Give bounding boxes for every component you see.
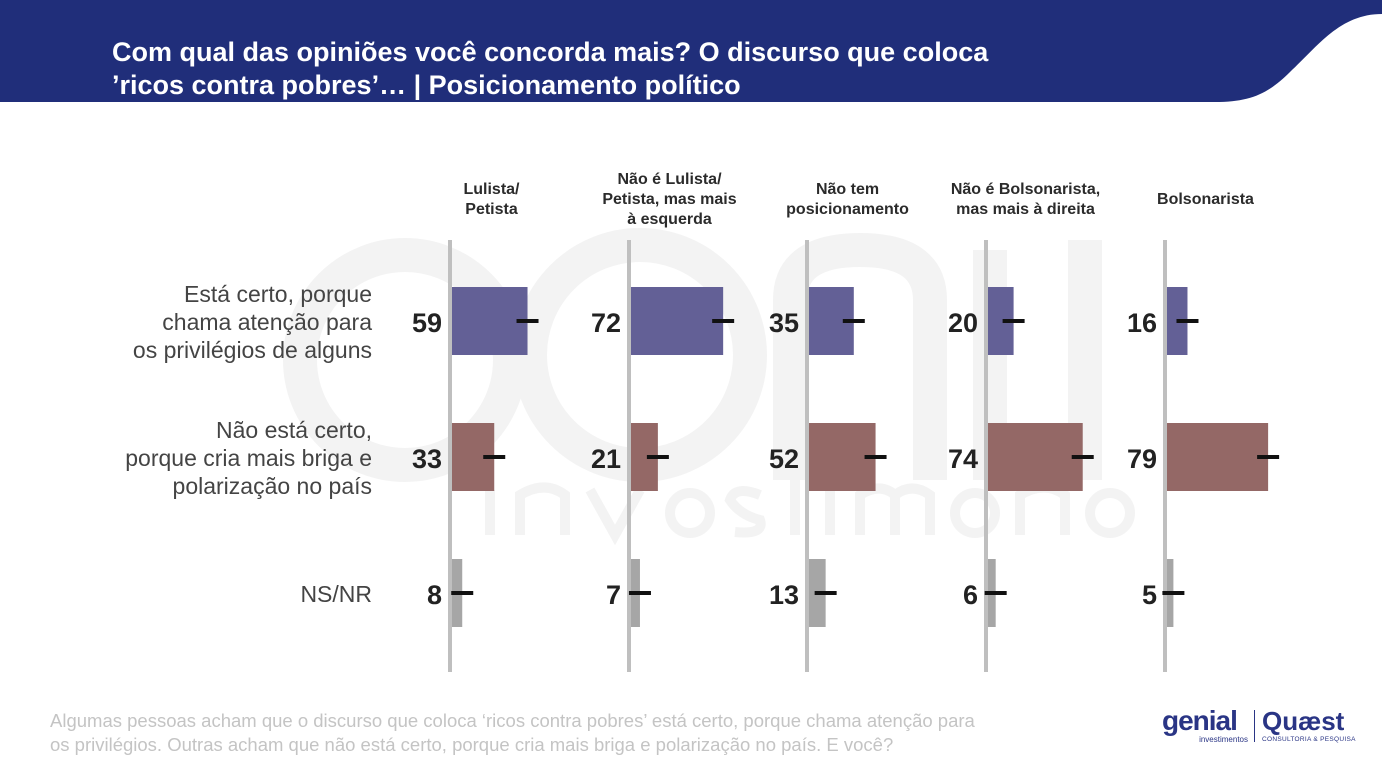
header-band [0, 0, 1382, 102]
bar-bolsonarista-nao-certo [1167, 423, 1269, 491]
value-label-esquerda-nsnr: 7 [606, 580, 621, 610]
value-label-direita-certo: 20 [948, 308, 978, 338]
value-label-esquerda-certo: 72 [591, 308, 621, 338]
col-header-direita: Não é Bolsonarista, mas mais à direita [950, 181, 1101, 218]
value-label-esquerda-nao-certo: 21 [591, 444, 621, 474]
col-header-lulista: Lulista/ Petista [463, 181, 520, 218]
bar-lulista-certo [452, 287, 528, 355]
footnote-line-2: os privilégios. Outras acham que não est… [50, 734, 894, 755]
value-label-direita-nsnr: 6 [963, 580, 978, 610]
logo-divider [1254, 710, 1255, 742]
col-header-esquerda: Não é Lulista/ Petista, mas mais à esque… [602, 171, 737, 228]
quaest-logo: Quæst CONSULTORIA & PESQUISA [1262, 707, 1356, 744]
quaest-logo-text: Quæst [1262, 706, 1345, 736]
value-label-sem-posicionamento-nsnr: 13 [769, 580, 799, 610]
bar-sem-posicionamento-nao-certo [809, 423, 876, 491]
page-title: Com qual das opiniões você concorda mais… [112, 36, 1072, 102]
col-header-bolsonarista: Bolsonarista [1157, 191, 1254, 208]
row-label-certo: Está certo, porque chama atenção para os… [132, 281, 372, 363]
value-label-lulista-nao-certo: 33 [412, 444, 442, 474]
genial-logo-subtext: investimentos [1199, 735, 1248, 744]
col-header-sem-posicionamento: Não tem posicionamento [786, 181, 909, 218]
row-label-nao-certo: Não está certo, porque cria mais briga e… [125, 417, 372, 499]
value-label-sem-posicionamento-nao-certo: 52 [769, 444, 799, 474]
value-label-bolsonarista-certo: 16 [1127, 308, 1157, 338]
genial-logo: genial investimentos [1162, 705, 1248, 745]
footnote-line-1: Algumas pessoas acham que o discurso que… [50, 710, 975, 731]
title-line-2: ’ricos contra pobres’… | Posicionamento … [112, 70, 741, 100]
header-shape [0, 0, 1382, 102]
value-label-lulista-nsnr: 8 [427, 580, 442, 610]
value-label-bolsonarista-nao-certo: 79 [1127, 444, 1157, 474]
bar-direita-nao-certo [988, 423, 1083, 491]
footnote: Algumas pessoas acham que o discurso que… [50, 709, 1130, 757]
value-label-lulista-certo: 59 [412, 308, 442, 338]
row-label-nsnr: NS/NR [300, 581, 372, 607]
genial-logo-text: genial [1162, 705, 1238, 736]
value-label-sem-posicionamento-certo: 35 [769, 308, 799, 338]
bar-esquerda-certo [631, 287, 724, 355]
value-label-direita-nao-certo: 74 [948, 444, 978, 474]
title-line-1: Com qual das opiniões você concorda mais… [112, 37, 989, 67]
value-label-bolsonarista-nsnr: 5 [1142, 580, 1157, 610]
quaest-logo-subtext: CONSULTORIA & PESQUISA [1262, 736, 1356, 743]
